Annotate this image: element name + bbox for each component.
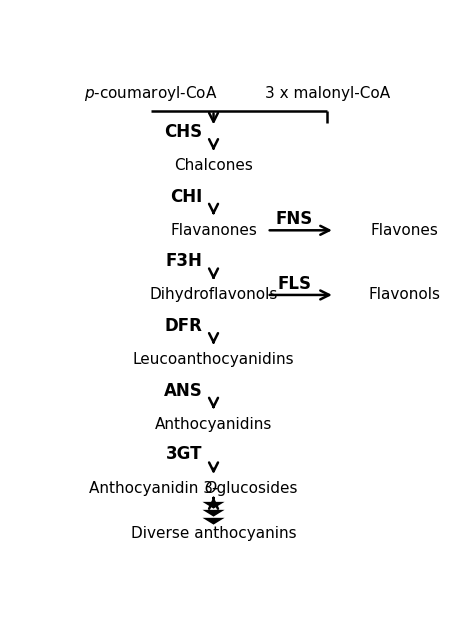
Text: ANS: ANS: [164, 382, 202, 400]
Text: CHS: CHS: [164, 123, 202, 141]
Text: 3GT: 3GT: [166, 445, 202, 463]
Polygon shape: [202, 502, 225, 509]
Text: Anthocyanidin 3-: Anthocyanidin 3-: [89, 481, 218, 496]
Text: FNS: FNS: [276, 210, 313, 228]
Text: Flavonols: Flavonols: [369, 287, 440, 302]
Text: Chalcones: Chalcones: [174, 158, 253, 173]
Text: FLS: FLS: [277, 275, 311, 293]
Text: F3H: F3H: [165, 253, 202, 271]
Text: CHI: CHI: [170, 188, 202, 206]
Text: 3 x malonyl-CoA: 3 x malonyl-CoA: [265, 86, 390, 101]
Polygon shape: [202, 510, 225, 517]
Text: Dihydroflavonols: Dihydroflavonols: [149, 287, 278, 302]
Text: Flavanones: Flavanones: [170, 223, 257, 238]
Polygon shape: [202, 518, 225, 524]
Text: Anthocyanidins: Anthocyanidins: [155, 417, 272, 432]
Text: Flavones: Flavones: [371, 223, 438, 238]
Text: $p$-coumaroyl-CoA: $p$-coumaroyl-CoA: [84, 85, 218, 103]
Text: -glucosides: -glucosides: [211, 481, 298, 496]
Text: Leucoanthocyanidins: Leucoanthocyanidins: [133, 352, 294, 367]
Text: DFR: DFR: [164, 317, 202, 335]
Text: Diverse anthocyanins: Diverse anthocyanins: [131, 526, 296, 541]
Text: O: O: [204, 481, 216, 496]
